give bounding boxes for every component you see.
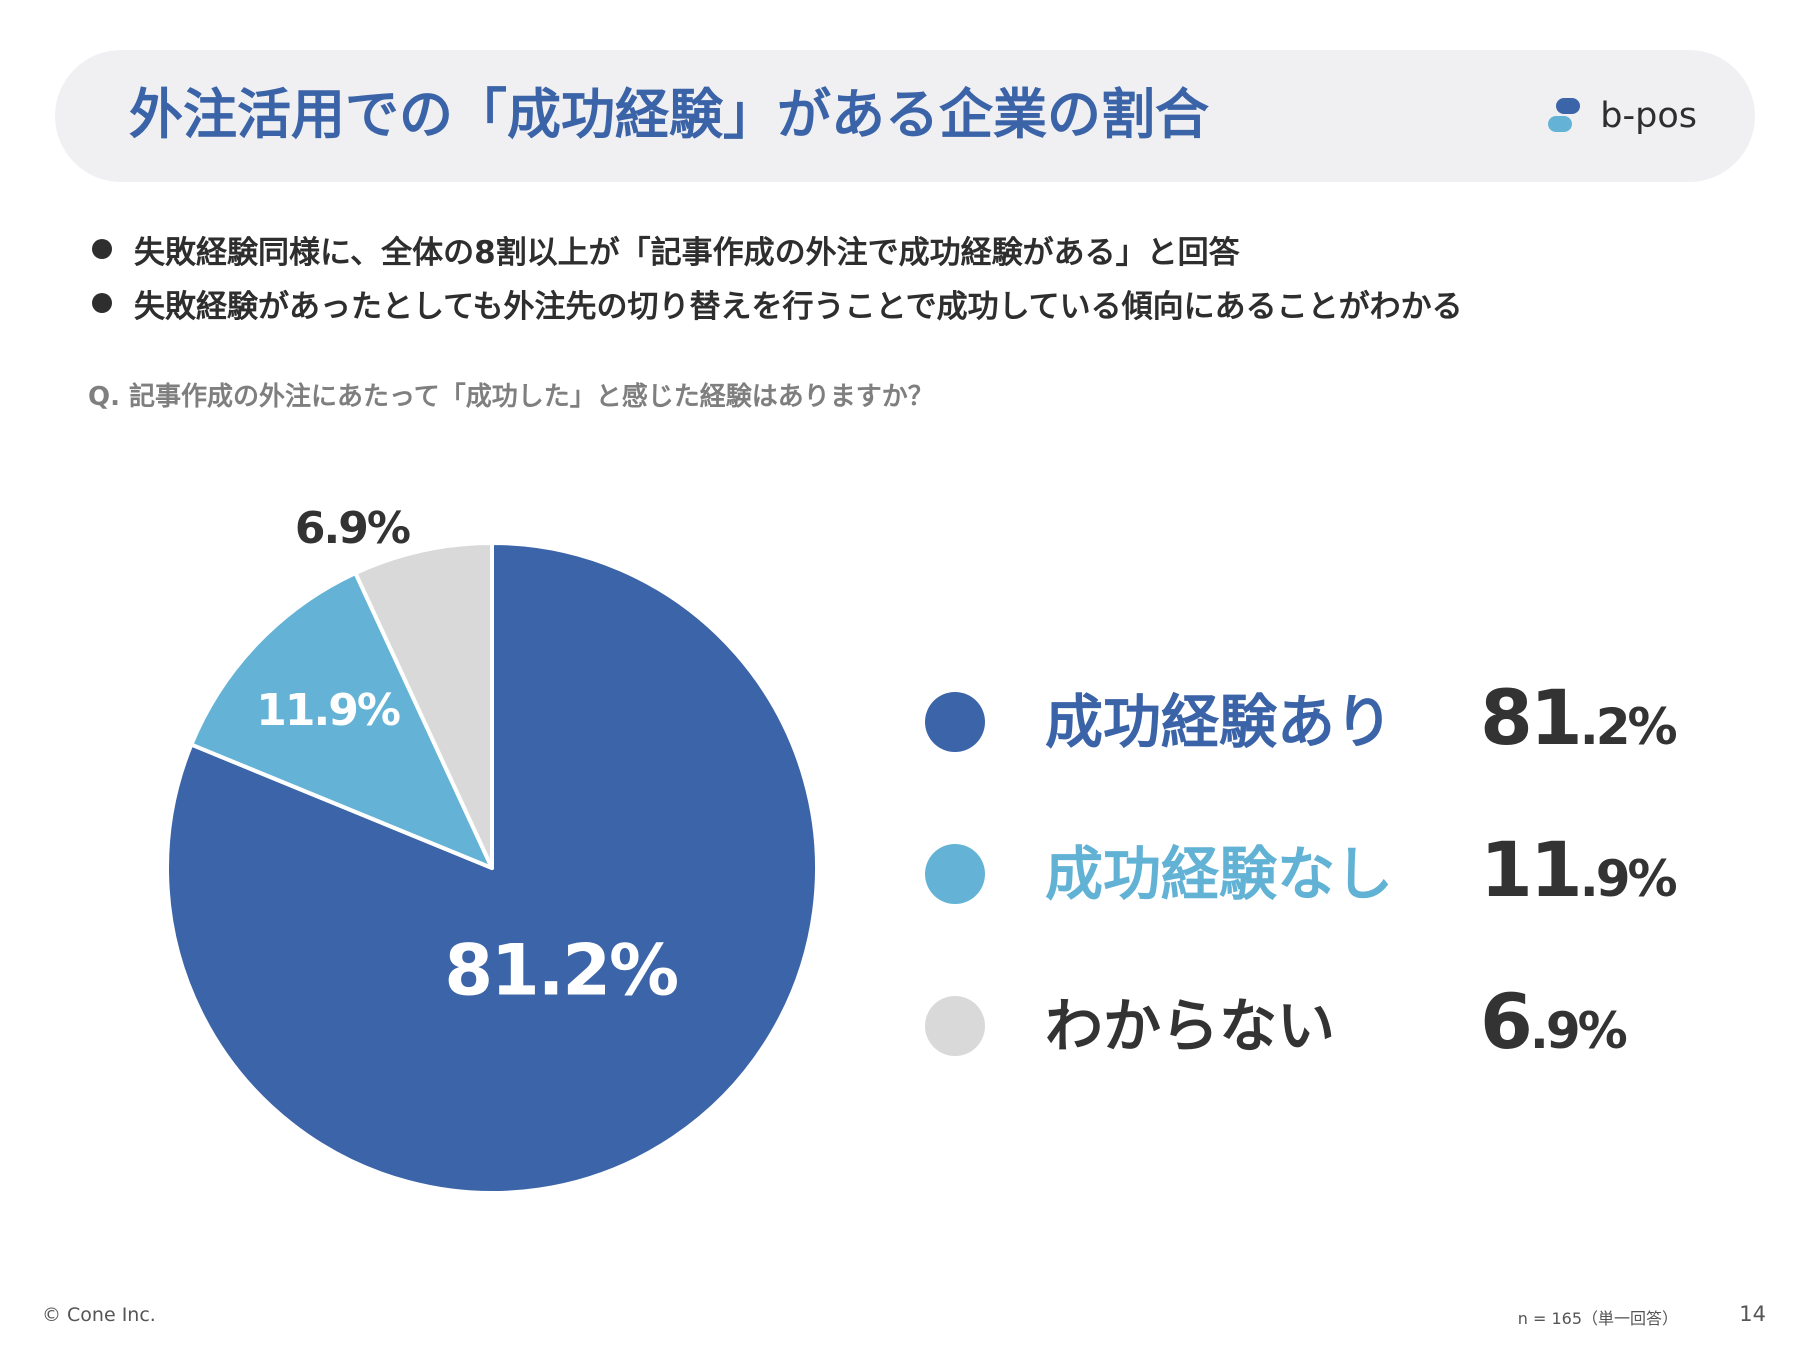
legend-label: わからない — [1045, 992, 1336, 1060]
legend-item: 成功経験なし 11.9% — [925, 814, 1685, 966]
b-pos-logo-icon — [1548, 98, 1581, 132]
legend-item: わからない 6.9% — [925, 966, 1685, 1118]
pie-data-label: 11.9% — [256, 685, 400, 736]
pie-data-label: 81.2% — [444, 930, 677, 1012]
bullet-dot-icon — [92, 293, 112, 313]
legend-swatch — [925, 844, 985, 904]
summary-bullets: 失敗経験同様に、全体の8割以上が「記事作成の外注で成功経験がある」と回答 失敗経… — [92, 222, 1463, 330]
legend-value: 6.9% — [1480, 984, 1628, 1081]
legend-value-decimal: .9% — [1579, 850, 1678, 908]
brand-logo: b-pos — [1544, 92, 1697, 140]
page-title: 外注活用での「成功経験」がある企業の割合 — [129, 83, 1209, 146]
logo-text: b-pos — [1600, 96, 1697, 136]
bullet-text: 失敗経験同様に、全体の8割以上が「記事作成の外注で成功経験がある」と回答 — [134, 234, 1240, 271]
bullet-item: 失敗経験があったとしても外注先の切り替えを行うことで成功している傾向にあることが… — [92, 276, 1463, 330]
bullet-text: 失敗経験があったとしても外注先の切り替えを行うことで成功している傾向にあることが… — [134, 288, 1463, 325]
survey-question: Q. 記事作成の外注にあたって「成功した」と感じた経験はありますか？ — [88, 382, 934, 412]
legend-value-integer: 6 — [1480, 977, 1533, 1066]
pie-slice — [353, 541, 494, 870]
bullet-dot-icon — [92, 239, 112, 259]
legend-swatch — [925, 692, 985, 752]
title-bar: 外注活用での「成功経験」がある企業の割合 b-pos — [55, 50, 1755, 182]
legend-value-decimal: .9% — [1529, 1002, 1628, 1060]
legend-item: 成功経験あり 81.2% — [925, 662, 1685, 814]
legend-value: 11.9% — [1480, 832, 1678, 929]
legend-value-decimal: .2% — [1579, 698, 1678, 756]
copyright: © Cone Inc. — [42, 1304, 156, 1326]
pie-slice — [189, 571, 494, 870]
pie-data-label: 6.9% — [295, 503, 410, 554]
legend-value-integer: 11 — [1480, 825, 1583, 914]
legend-label: 成功経験なし — [1045, 840, 1394, 908]
chart-legend: 成功経験あり 81.2% 成功経験なし 11.9% わからない 6.9% — [925, 662, 1685, 1118]
legend-swatch — [925, 996, 985, 1056]
legend-value: 81.2% — [1480, 680, 1678, 777]
bullet-item: 失敗経験同様に、全体の8割以上が「記事作成の外注で成功経験がある」と回答 — [92, 222, 1463, 276]
legend-label: 成功経験あり — [1045, 688, 1394, 756]
sample-size-note: n = 165（単一回答） — [1517, 1309, 1678, 1328]
page-number: 14 — [1739, 1302, 1766, 1326]
legend-value-integer: 81 — [1480, 673, 1583, 762]
